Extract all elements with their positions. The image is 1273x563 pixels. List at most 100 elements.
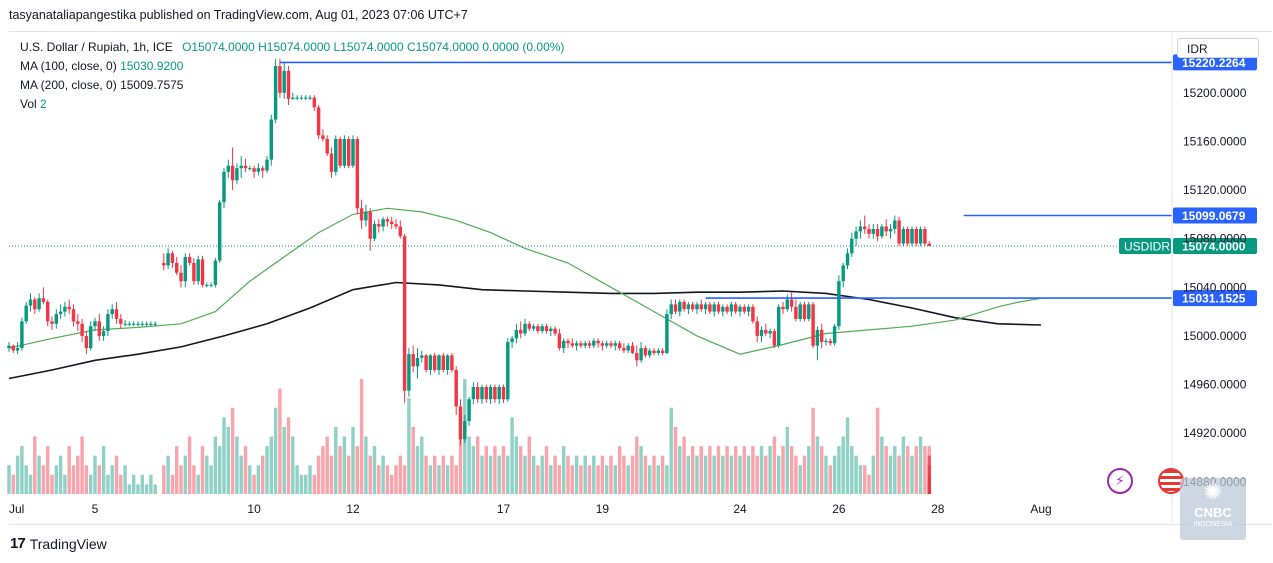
candle-body	[557, 333, 562, 349]
candle-body	[50, 321, 54, 324]
candle-body	[630, 345, 635, 353]
volume-bar	[88, 474, 93, 494]
volume-bar	[764, 455, 768, 494]
candle-body	[355, 138, 360, 209]
volume-bar	[622, 455, 626, 494]
candle-body	[183, 256, 188, 282]
candle-body	[450, 355, 454, 370]
candle-body	[170, 253, 175, 263]
candle-body	[561, 340, 566, 349]
price-tick-label: 14920.0000	[1183, 426, 1247, 440]
volume-bar	[789, 446, 794, 494]
candle-body	[815, 329, 820, 346]
candle-body	[45, 301, 50, 322]
volume-bar	[7, 465, 11, 494]
volume-bar	[824, 455, 828, 494]
volume-bar	[914, 446, 919, 494]
volume-bar	[557, 465, 562, 494]
level-price-tag	[1173, 290, 1257, 307]
candle-body	[153, 323, 157, 325]
volume-bar	[286, 417, 291, 494]
volume-bar	[20, 446, 24, 494]
volume-bar	[854, 455, 858, 494]
currency-button[interactable]: IDR	[1177, 38, 1259, 58]
volume-bar	[875, 407, 880, 494]
candle-body	[738, 306, 742, 312]
cnbc-subtext: INDONESIA	[1193, 521, 1233, 528]
candle-body	[269, 119, 274, 160]
candle-body	[798, 304, 802, 319]
candle-body	[652, 350, 656, 353]
candle-body	[867, 228, 871, 234]
volume-bar	[93, 455, 97, 494]
volume-bar	[205, 455, 209, 494]
candle-body	[243, 165, 248, 169]
volume-bar	[604, 465, 609, 494]
candle-body	[660, 350, 665, 353]
candle-body	[888, 228, 893, 232]
candle-body	[76, 321, 80, 324]
volume-bar	[136, 484, 140, 494]
candle-body	[415, 357, 420, 367]
current-symbol-tag	[1119, 237, 1171, 254]
us-flag-icon[interactable]	[1158, 468, 1184, 494]
volume-bar	[729, 455, 734, 494]
footer-brand[interactable]: 17 TradingView	[10, 535, 107, 552]
volume-bar	[260, 455, 265, 494]
candle-body	[811, 304, 815, 346]
volume-bar	[299, 474, 304, 494]
candle-body	[755, 321, 759, 336]
volume-bar	[592, 455, 596, 494]
candle-body	[540, 326, 544, 332]
volume-bar	[686, 455, 691, 494]
volume-bar	[355, 446, 360, 494]
volume-bar	[28, 474, 33, 494]
volume-bar	[235, 436, 239, 494]
volume-bar	[609, 455, 613, 494]
level-price-label: 15220.2264	[1182, 56, 1246, 70]
candle-body	[617, 343, 622, 349]
volume-bar	[574, 455, 579, 494]
volume-bar	[862, 465, 867, 494]
volume-bar	[716, 446, 721, 494]
candle-body	[570, 343, 575, 346]
volume-bar	[45, 446, 50, 494]
volume-bars	[7, 379, 931, 494]
candle-body	[647, 350, 652, 356]
volume-bar	[910, 455, 914, 494]
volume-bar	[368, 455, 372, 494]
volume-bar	[867, 474, 871, 494]
volume-bar	[230, 407, 235, 494]
candle-body	[364, 211, 368, 221]
candle-body	[166, 253, 170, 266]
lightning-icon[interactable]: ⚡	[1107, 468, 1133, 494]
legend-ma100-row: MA (100, close, 0) 15030.9200	[20, 57, 564, 76]
tradingview-logo-icon: 17	[10, 535, 26, 552]
candle-body	[248, 168, 252, 170]
candle-body	[880, 226, 884, 237]
candle-body	[583, 343, 587, 346]
volume-bar	[570, 465, 575, 494]
candle-body	[260, 168, 265, 171]
candle-body	[265, 159, 269, 171]
volume-bar	[377, 465, 381, 494]
volume-bar	[682, 436, 686, 494]
candle-body	[776, 306, 781, 346]
candle-body	[437, 355, 441, 370]
candle-body	[566, 340, 570, 344]
candle-body	[832, 326, 837, 344]
volume-bar	[149, 474, 153, 494]
publish-header: tasyanataliapangestika published on Trad…	[9, 8, 468, 22]
volume-bar	[63, 474, 67, 494]
candle-body	[514, 329, 519, 339]
candle-body	[497, 387, 501, 400]
volume-bar	[927, 484, 931, 494]
volume-bar	[579, 465, 583, 494]
volume-bar	[923, 446, 927, 494]
volume-bar	[798, 465, 802, 494]
candle-body	[746, 306, 751, 312]
volume-bar	[213, 436, 218, 494]
volume-bar	[600, 455, 605, 494]
candle-body	[493, 387, 497, 400]
